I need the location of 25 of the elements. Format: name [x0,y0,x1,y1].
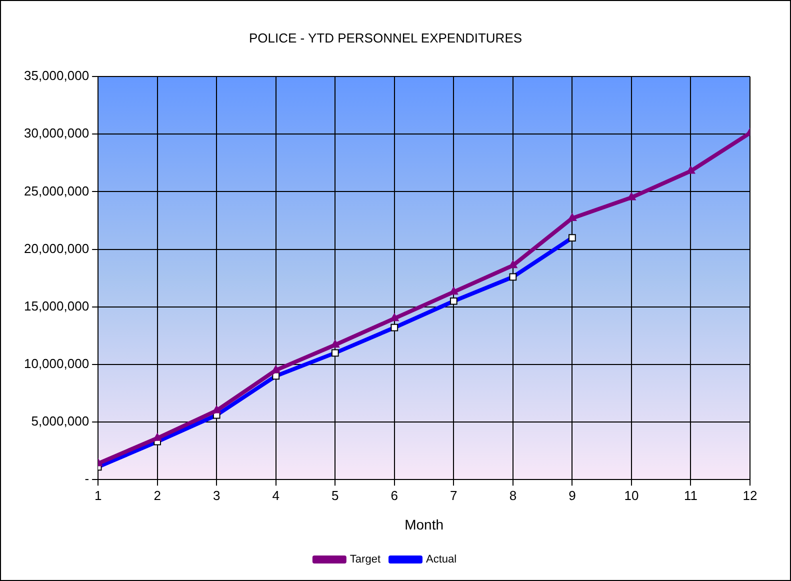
x-tick-label: 6 [390,488,398,503]
y-tick-label: 10,000,000 [24,356,90,372]
y-tick-label: 30,000,000 [24,126,90,141]
y-tick-label: 5,000,000 [31,414,90,429]
x-tick-label: 7 [450,488,458,503]
x-tick-label: 3 [212,488,220,503]
x-tick-label: 11 [684,488,698,503]
y-tick-label: 15,000,000 [24,298,90,314]
x-axis-title: Month [404,516,444,532]
y-tick-label: 20,000,000 [24,240,90,256]
x-tick-label: 1 [94,488,102,503]
y-tick-label: - [84,471,90,486]
x-tick-label: 8 [509,488,517,503]
y-tick-label: 25,000,000 [24,183,90,198]
x-tick-label: 12 [742,488,758,503]
chart-title: POLICE - YTD PERSONNEL EXPENDITURES [248,30,522,46]
x-tick-label: 9 [568,488,576,503]
x-tick-label: 4 [272,488,280,503]
x-tick-label: 5 [332,488,339,503]
x-tick-label: 10 [624,488,639,503]
point [568,213,577,221]
legend-label: Target [350,554,381,566]
x-tick-label: 2 [154,488,161,503]
y-tick-label: 35,000,000 [24,68,90,84]
legend-label: Actual [426,554,457,566]
